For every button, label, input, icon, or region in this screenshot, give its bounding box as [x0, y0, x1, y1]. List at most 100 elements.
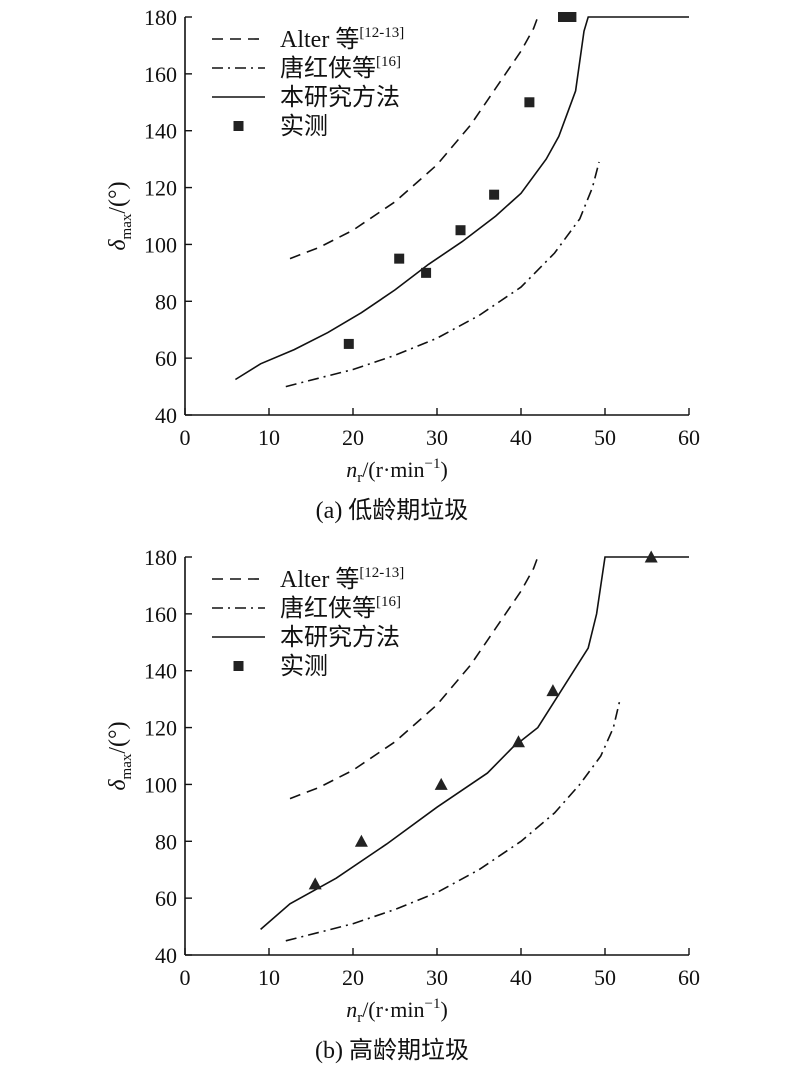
x-axis-label-sub: r — [357, 470, 362, 486]
x-axis-label-main: n — [346, 997, 357, 1022]
y-tick-label: 40 — [155, 403, 177, 428]
x-tick-label: 60 — [678, 965, 700, 990]
x-tick-label: 50 — [594, 965, 616, 990]
series-1 — [285, 698, 621, 942]
legend-label: Alter 等[12-13] — [280, 565, 404, 593]
y-axis-label-rest: /(°) — [105, 721, 131, 753]
y-axis-label-rest: /(°) — [105, 181, 131, 213]
data-point-square — [524, 97, 535, 108]
legend-label-main: Alter 等 — [280, 26, 359, 53]
legend-label-main: 唐红侠等 — [280, 55, 376, 82]
chart-panel-a: 40 60 80 100 120 140 160 180 0 10 20 30 40 50 60 nr/(r·… — [105, 5, 700, 524]
legend-label: 实测 — [280, 653, 328, 680]
x-axis-label-rest: /(r·min — [362, 457, 424, 482]
series-1 — [285, 161, 600, 388]
y-tick-label: 60 — [155, 886, 177, 911]
legend-label-sup: [12-13] — [359, 565, 404, 581]
data-point-triangle — [511, 735, 525, 748]
series-0 — [289, 556, 539, 800]
y-tick-label: 60 — [155, 346, 177, 371]
legend-label-main: 实测 — [280, 113, 328, 140]
x-tick-label: 0 — [180, 965, 191, 990]
x-tick-label: 60 — [678, 425, 700, 450]
legend-label-main: 本研究方法 — [280, 624, 400, 651]
series-line-dashed — [289, 16, 539, 260]
chart-panel-b: 40 60 80 100 120 140 160 180 0 10 20 30 40 50 60 nr/(r·… — [105, 545, 700, 1064]
x-axis-label-sub: r — [357, 1010, 362, 1026]
x-axis-label-sup: −1 — [425, 996, 441, 1012]
data-point-triangle — [354, 834, 368, 847]
legend-marker-square — [233, 661, 244, 671]
data-point-square — [489, 189, 500, 200]
y-tick-label: 180 — [144, 5, 177, 30]
y-tick-label: 120 — [144, 176, 177, 201]
x-tick-label: 20 — [342, 425, 364, 450]
x-axis-label-main: n — [346, 457, 357, 482]
x-tick-label: 10 — [258, 425, 280, 450]
legend-label: Alter 等[12-13] — [280, 25, 404, 53]
x-axis-label-end: ) — [440, 997, 447, 1022]
series-line-dashdot — [285, 698, 621, 942]
legend-label-sup: [12-13] — [359, 25, 404, 41]
legend-label-main: 本研究方法 — [280, 84, 400, 111]
data-point-square — [343, 338, 354, 349]
data-point-square — [421, 267, 432, 278]
series-line-dashed — [289, 556, 539, 800]
x-axis-label-end: ) — [440, 457, 447, 482]
y-axis-label-main: δ — [105, 779, 131, 791]
legend-label-main: Alter 等 — [280, 566, 359, 593]
legend-label-main: 唐红侠等 — [280, 595, 376, 622]
legend-label: 实测 — [280, 113, 328, 140]
y-tick-label: 100 — [144, 232, 177, 257]
y-tick-label: 180 — [144, 545, 177, 570]
data-point-triangle — [308, 877, 322, 890]
y-axis-label-sub: max — [119, 213, 135, 239]
legend-label-sup: [16] — [376, 54, 401, 70]
series-line-dashdot — [285, 161, 600, 388]
x-tick-label: 30 — [426, 965, 448, 990]
legend-marker-square — [233, 121, 244, 131]
x-tick-label: 30 — [426, 425, 448, 450]
y-tick-label: 160 — [144, 62, 177, 87]
legend-label: 唐红侠等[16] — [280, 54, 401, 82]
x-axis-label-sup: −1 — [425, 456, 441, 472]
x-tick-label: 10 — [258, 965, 280, 990]
y-tick-label: 40 — [155, 943, 177, 968]
panel-caption: (a) 低龄期垃圾 — [316, 497, 469, 524]
series-2 — [260, 556, 689, 931]
x-tick-label: 40 — [510, 425, 532, 450]
x-axis-label: nr/(r·min−1) — [346, 996, 448, 1026]
legend-label: 本研究方法 — [280, 84, 400, 111]
x-tick-label: 40 — [510, 965, 532, 990]
series-3 — [308, 550, 658, 890]
y-tick-label: 140 — [144, 119, 177, 144]
y-axis-label-sub: max — [119, 753, 135, 779]
data-point-triangle — [434, 777, 448, 790]
series-line-solid — [260, 556, 689, 931]
legend-label: 唐红侠等[16] — [280, 594, 401, 622]
y-axis-label: δmax/(°) — [105, 721, 135, 790]
data-point-square — [394, 253, 405, 264]
x-tick-label: 20 — [342, 965, 364, 990]
legend-label-main: 实测 — [280, 653, 328, 680]
x-tick-label: 0 — [180, 425, 191, 450]
x-tick-label: 50 — [594, 425, 616, 450]
series-3 — [343, 12, 577, 349]
y-tick-label: 140 — [144, 659, 177, 684]
y-axis-label-main: δ — [105, 239, 131, 251]
y-tick-label: 160 — [144, 602, 177, 627]
y-axis-label: δmax/(°) — [105, 181, 135, 250]
x-axis-label-rest: /(r·min — [362, 997, 424, 1022]
y-tick-label: 100 — [144, 772, 177, 797]
y-tick-label: 80 — [155, 829, 177, 854]
series-0 — [289, 16, 539, 260]
series-line-solid — [234, 16, 689, 381]
series-2 — [234, 16, 689, 381]
data-point-triangle — [644, 550, 658, 563]
y-tick-label: 120 — [144, 716, 177, 741]
legend-label-sup: [16] — [376, 594, 401, 610]
x-axis-label: nr/(r·min−1) — [346, 456, 448, 486]
data-point-triangle — [546, 684, 560, 697]
